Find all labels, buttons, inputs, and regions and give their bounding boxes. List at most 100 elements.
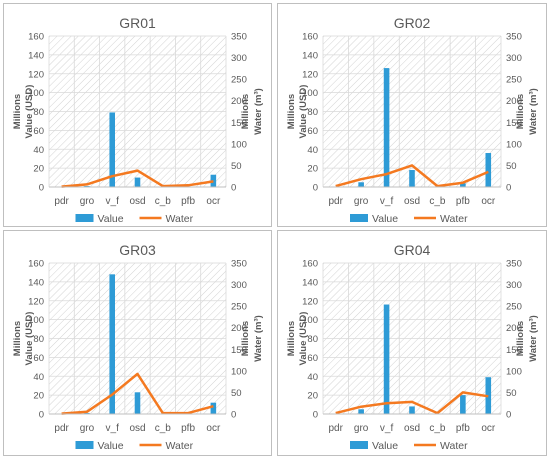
y-tick-label: 80	[307, 107, 318, 118]
x-tick-label: ocr	[206, 423, 221, 434]
chart-title: GR04	[394, 242, 431, 258]
y2-tick-label: 350	[506, 32, 522, 43]
y-tick-label: 60	[307, 126, 318, 137]
y-tick-label: 120	[28, 69, 44, 80]
chart-panel-gr04: GR04 0 20 40 60 80 100 120 140 160 0 50 100 150 200 250…	[277, 230, 547, 456]
y2-tick-label: 150	[506, 118, 522, 129]
y2-tick-label: 100	[231, 366, 247, 377]
y-tick-label: 0	[39, 183, 44, 194]
chart-panel-gr03: GR03 0 20 40 60 80 100 120 140 160 0 50 100 150 200 250…	[3, 230, 272, 456]
chart-title: GR02	[394, 15, 431, 31]
x-tick-label: gro	[354, 196, 369, 207]
y-axis-label: Value (USD)	[298, 85, 309, 139]
bar-value-gro	[358, 409, 364, 414]
y2-tick-label: 50	[506, 161, 517, 172]
y2-tick-label: 200	[506, 96, 522, 107]
y-axis-label: Value (USD)	[24, 312, 35, 366]
y-tick-label: 20	[307, 391, 318, 402]
y2-axis-unit: Millions	[515, 94, 526, 129]
x-tick-label: pdr	[328, 196, 343, 207]
legend-swatch-value	[75, 214, 94, 222]
y2-tick-label: 250	[506, 75, 522, 86]
x-tick-label: pfb	[456, 196, 470, 207]
y-tick-label: 140	[302, 50, 318, 61]
bar-value-pfb	[460, 183, 466, 187]
x-tick-label: pdr	[54, 196, 69, 207]
y-axis-label: Value (USD)	[298, 312, 309, 366]
bar-value-osd	[409, 170, 415, 187]
x-tick-label: c_b	[155, 423, 172, 434]
x-tick-label: ocr	[481, 196, 496, 207]
y-tick-label: 100	[302, 88, 318, 99]
bar-value-ocr	[210, 402, 217, 414]
y2-tick-label: 100	[506, 366, 522, 377]
x-tick-label: ocr	[481, 423, 496, 434]
x-tick-label: ocr	[206, 196, 221, 207]
y2-tick-label: 0	[231, 183, 236, 194]
x-tick-label: pdr	[328, 423, 343, 434]
y2-tick-label: 300	[231, 280, 247, 291]
y-tick-label: 0	[39, 410, 44, 421]
y-tick-label: 100	[28, 315, 44, 326]
y2-tick-label: 100	[506, 139, 522, 150]
x-tick-label: c_b	[155, 196, 172, 207]
legend-swatch-value	[350, 214, 368, 222]
line-water	[335, 164, 489, 188]
x-tick-label: c_b	[429, 423, 446, 434]
y-tick-label: 40	[307, 145, 318, 156]
y-tick-label: 140	[28, 277, 44, 288]
y-axis-unit: Millions	[12, 321, 23, 356]
y2-tick-label: 350	[231, 32, 247, 43]
x-tick-label: v_f	[380, 423, 394, 434]
y2-tick-label: 250	[231, 75, 247, 86]
y2-tick-label: 0	[231, 410, 236, 421]
y2-axis-label: Water (m³)	[253, 88, 264, 135]
y-tick-label: 20	[33, 164, 44, 175]
y2-tick-label: 0	[506, 410, 511, 421]
y2-tick-label: 50	[506, 388, 517, 399]
y2-tick-label: 50	[231, 161, 242, 172]
x-tick-label: gro	[354, 423, 369, 434]
legend-label-water: Water	[166, 440, 194, 452]
y2-axis-label: Water (m³)	[528, 88, 539, 135]
x-tick-label: v_f	[380, 196, 394, 207]
x-tick-label: gro	[80, 423, 95, 434]
y2-tick-label: 150	[506, 345, 522, 356]
chart-svg: GR02 0 20 40 60 80 100 120 140 160 0 50 100 150 200 250…	[286, 15, 539, 225]
legend-label-value: Value	[98, 440, 124, 452]
bar-value-v_f	[383, 68, 390, 187]
y-axis-label: Value (USD)	[24, 85, 35, 139]
y-tick-label: 100	[28, 88, 44, 99]
legend-swatch-value	[350, 441, 368, 449]
y2-tick-label: 100	[231, 139, 247, 150]
chart-title: GR03	[119, 242, 156, 258]
y2-tick-label: 150	[231, 345, 247, 356]
y-tick-label: 40	[33, 145, 44, 156]
y-tick-label: 0	[313, 183, 318, 194]
x-tick-label: v_f	[106, 196, 120, 207]
x-tick-label: c_b	[429, 196, 446, 207]
y-tick-label: 60	[33, 353, 44, 364]
y-axis-unit: Millions	[286, 321, 297, 356]
y2-tick-label: 350	[231, 259, 247, 270]
bar-value-osd	[134, 392, 141, 414]
y2-tick-label: 0	[506, 183, 511, 194]
chart-title: GR01	[119, 15, 156, 31]
legend-label-water: Water	[166, 213, 194, 225]
chart-svg: GR04 0 20 40 60 80 100 120 140 160 0 50 100 150 200 250…	[286, 242, 539, 452]
y-tick-label: 160	[302, 259, 318, 270]
bar-value-osd	[409, 406, 415, 414]
y-tick-label: 40	[33, 372, 44, 383]
chart-panel-gr02: GR02 0 20 40 60 80 100 120 140 160 0 50 100 150 200 250…	[277, 3, 547, 227]
y2-axis-label: Water (m³)	[253, 315, 264, 362]
y-tick-label: 120	[302, 296, 318, 307]
y2-tick-label: 300	[506, 280, 522, 291]
y2-tick-label: 250	[231, 302, 247, 313]
legend-label-value: Value	[372, 440, 398, 452]
legend-swatch-value	[75, 441, 94, 449]
bar-value-v_f	[109, 274, 115, 414]
x-tick-label: pfb	[456, 423, 470, 434]
x-tick-label: pdr	[54, 423, 69, 434]
x-tick-label: osd	[404, 423, 420, 434]
bar-value-gro	[358, 182, 364, 187]
